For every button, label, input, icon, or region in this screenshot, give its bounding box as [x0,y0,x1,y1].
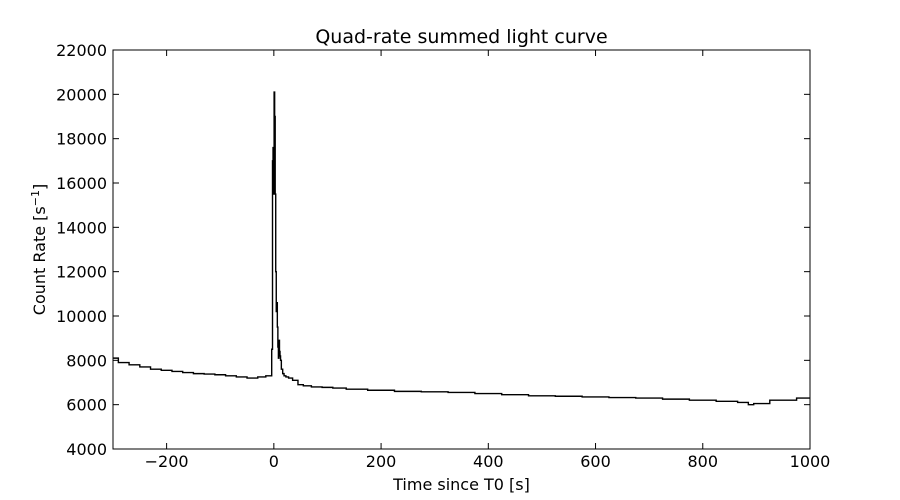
y-tick-label: 20000 [56,85,107,104]
y-axis-ticks: 4000 6000 8000 10000 12000 14000 16000 18000 200… [56,41,810,459]
y-axis-label-main: Count Rate [s [30,206,49,315]
y-tick-label: 16000 [56,174,107,193]
y-axis-label-close: ] [30,184,49,190]
x-tick-label: 0 [269,452,279,471]
x-tick-label: 200 [366,452,397,471]
x-axis-ticks: −200 0 200 400 600 800 1000 [145,50,831,471]
x-tick-label: 400 [473,452,504,471]
y-axis-label: Count Rate [s−1] [29,184,50,315]
x-tick-label: 1000 [790,452,831,471]
y-tick-label: 6000 [66,396,107,415]
y-tick-label: 18000 [56,130,107,149]
x-tick-label: 600 [580,452,611,471]
plot-frame [112,49,811,450]
light-curve-line [113,91,810,406]
y-tick-label: 4000 [66,440,107,459]
y-tick-label: 8000 [66,351,107,370]
x-tick-label: −200 [145,452,189,471]
y-axis-label-exponent: −1 [29,190,42,206]
chart-title: Quad-rate summed light curve [315,26,607,48]
x-axis-label: Time since T0 [s] [392,475,530,494]
y-tick-label: 14000 [56,218,107,237]
y-tick-label: 10000 [56,307,107,326]
y-tick-label: 12000 [56,263,107,282]
y-tick-label: 22000 [56,41,107,60]
plot-area [113,91,810,406]
x-tick-label: 800 [687,452,718,471]
